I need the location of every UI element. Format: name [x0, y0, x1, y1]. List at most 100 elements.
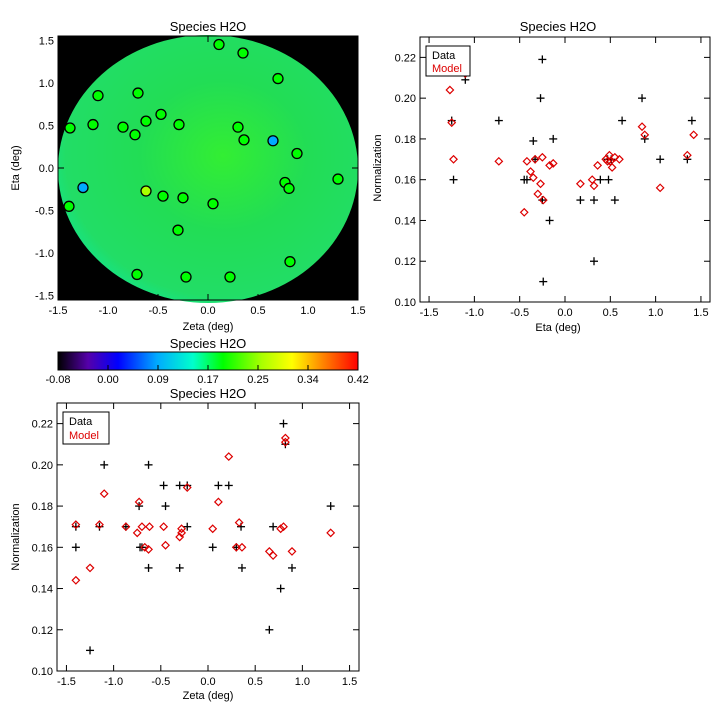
zeta-data-point: [86, 646, 95, 655]
zeta-xtick-label: -1.0: [104, 676, 123, 688]
zeta-model-point: [145, 522, 154, 532]
panel-eta: Species H2O -1.5 -1.0 -0.5 0.0 0.5 1.0 1.5 0.10…: [372, 19, 711, 334]
colorbar-tick-label: 0.00: [97, 374, 118, 386]
zeta-ytick-label: 0.10: [32, 666, 53, 678]
map-xtick-label: 0.5: [250, 305, 265, 317]
zeta-model-point: [231, 542, 241, 552]
zeta-model-point: [224, 452, 234, 462]
map-source-point: [155, 108, 167, 120]
zeta-xtick-label: -1.5: [57, 676, 76, 688]
eta-data-point: [539, 277, 548, 286]
map-source-point: [140, 115, 152, 127]
map-ytick-label: 0.0: [39, 163, 54, 175]
map-xtick-label: -0.5: [149, 305, 168, 317]
eta-legend-data: Data: [432, 50, 456, 62]
eta-data-point: [494, 116, 503, 125]
zeta-data-point: [71, 543, 80, 552]
zeta-model-point: [140, 542, 150, 552]
zeta-data-point: [159, 481, 168, 490]
zeta-data-point: [208, 543, 217, 552]
zeta-data-point: [175, 481, 184, 490]
colorbar-tick-label: 0.34: [297, 374, 318, 386]
eta-data-point: [596, 175, 605, 184]
map-source-point: [291, 147, 303, 160]
eta-data-point: [638, 94, 647, 103]
map-source-point: [207, 198, 219, 210]
map-ytick-label: -1.5: [35, 291, 54, 303]
map-source-point: [64, 122, 76, 134]
zeta-legend-data: Data: [69, 416, 93, 428]
zeta-data-point: [100, 460, 109, 469]
map-source-point: [172, 224, 184, 236]
zeta-marks: [71, 419, 336, 655]
zeta-model-point: [71, 575, 81, 585]
map-source-point: [284, 256, 296, 268]
eta-model-point: [530, 154, 540, 164]
zeta-model-point: [99, 489, 109, 499]
eta-model-point: [637, 122, 647, 132]
map-source-point: [238, 134, 250, 146]
zeta-legend-model: Model: [69, 430, 99, 442]
panel-map: Species H2O -1.5 -1.0 -0.5 0.0 0.5 1.0 1.5-1.5…: [10, 19, 366, 333]
map-source-point: [132, 87, 144, 99]
map-xtick-label: -1.0: [99, 305, 118, 317]
eta-frame: [419, 36, 711, 303]
eta-data-point: [618, 116, 627, 125]
eta-xtick-label: -0.5: [510, 307, 529, 319]
eta-data-point: [549, 134, 558, 143]
zeta-model-point: [208, 524, 218, 534]
eta-model-point: [607, 163, 617, 172]
map-xtick-label: 0.0: [200, 305, 215, 317]
eta-data-point: [531, 155, 540, 164]
eta-legend-model: Model: [432, 63, 462, 75]
eta-xtick-label: 1.0: [648, 307, 663, 319]
eta-data-point: [604, 175, 613, 184]
eta-marks: [445, 55, 699, 286]
eta-legend-box: [425, 45, 471, 77]
eta-model-point: [689, 130, 699, 140]
zeta-data-point: [121, 522, 130, 531]
zeta-model-point: [132, 528, 142, 538]
map-source-point: [92, 89, 104, 102]
zeta-data-point: [237, 563, 246, 572]
eta-xtick-label: 0.5: [603, 307, 618, 319]
zeta-xtick-label: 0.0: [200, 676, 215, 688]
eta-model-point: [519, 207, 529, 217]
zeta-model-point: [234, 518, 244, 528]
colorbar-tick-label: 0.25: [247, 374, 268, 386]
eta-model-point: [610, 152, 620, 162]
zeta-data-point: [161, 502, 170, 511]
map-source-point: [87, 118, 99, 131]
zeta-legend-box: [62, 411, 110, 445]
eta-data-point: [687, 116, 696, 125]
map-axes: -1.5 -1.0 -0.5 0.0 0.5 1.0 1.5 -1.5 -1.0 -0.5 0.0 0…: [35, 35, 366, 317]
zeta-data-point: [287, 563, 296, 572]
colorbar-tick-label: -0.08: [45, 374, 70, 386]
eta-model-point: [538, 195, 548, 205]
map-source-point: [177, 192, 189, 204]
eta-model-point: [494, 156, 504, 166]
zeta-model-point: [137, 522, 147, 532]
map-xtick-label: -1.5: [49, 305, 68, 317]
zeta-data-point: [269, 522, 278, 531]
map-sources: [63, 38, 344, 283]
map-ytick-label: -1.0: [35, 248, 54, 260]
zeta-ytick-label: 0.12: [32, 625, 53, 637]
map-ytick-label: 0.5: [39, 120, 54, 132]
zeta-model-point: [268, 551, 278, 561]
map-source-point: [332, 173, 344, 185]
eta-ytick-label: 0.16: [395, 175, 416, 187]
zeta-data-point: [183, 481, 192, 490]
eta-data-point: [538, 55, 547, 64]
eta-data-point: [529, 136, 538, 145]
map-source-point: [232, 121, 244, 133]
eta-model-point: [603, 156, 613, 166]
zeta-xtick-label: 0.5: [248, 676, 263, 688]
zeta-model-point: [177, 524, 187, 534]
eta-axes: -1.5 -1.0 -0.5 0.0 0.5 1.0 1.5 0.10 0.12 0.14 0.16…: [395, 37, 710, 319]
eta-title: Species H2O: [520, 19, 597, 34]
zeta-model-point: [213, 497, 223, 507]
zeta-data-point: [95, 522, 104, 531]
eta-model-point: [682, 150, 692, 160]
eta-data-point: [656, 155, 665, 164]
